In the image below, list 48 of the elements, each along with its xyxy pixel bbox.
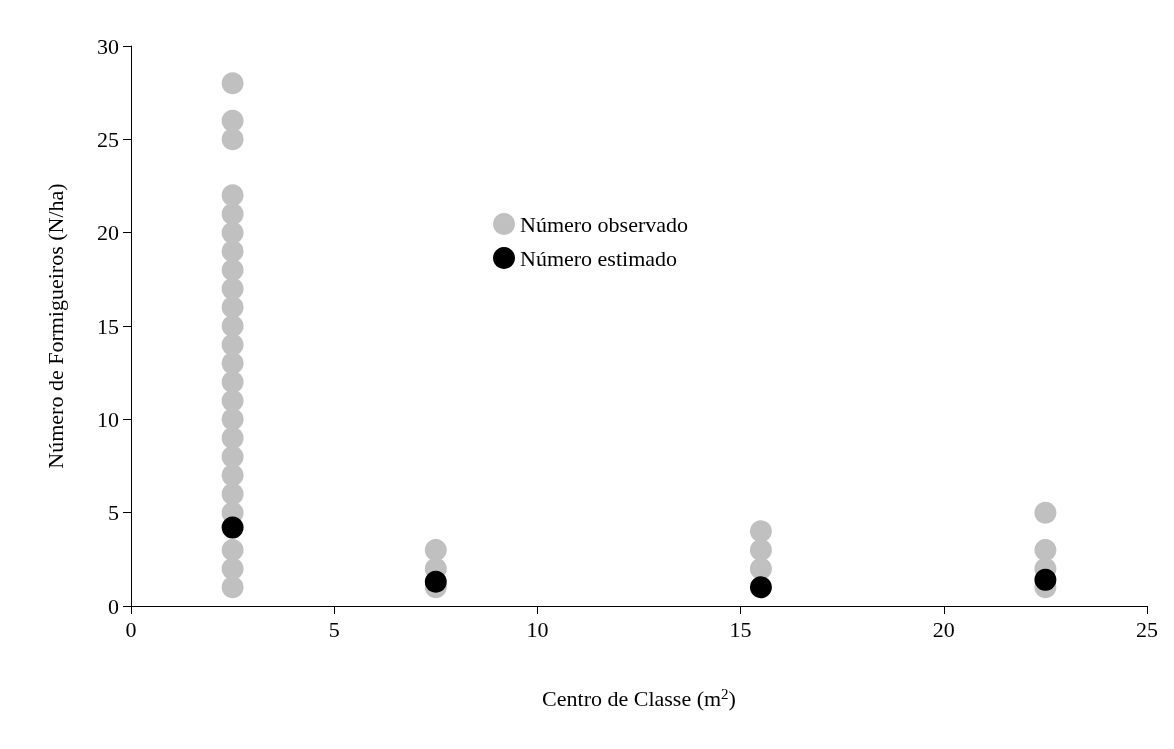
point bbox=[424, 539, 447, 561]
y-tick-label: 20 bbox=[97, 220, 119, 246]
x-tick-label: 15 bbox=[729, 616, 752, 642]
x-tick-label: 10 bbox=[526, 616, 549, 642]
y-axis-title: Número de Formigueiros (N/ha) bbox=[42, 183, 68, 469]
point bbox=[221, 389, 244, 412]
point bbox=[221, 539, 244, 561]
y-tick-label: 15 bbox=[97, 313, 119, 339]
point bbox=[749, 520, 772, 543]
y-tick-label: 0 bbox=[108, 593, 119, 619]
y-tick-label: 30 bbox=[97, 33, 119, 59]
point bbox=[424, 570, 447, 593]
point bbox=[221, 576, 244, 599]
x-tick-label: 25 bbox=[1136, 616, 1158, 642]
point bbox=[221, 371, 244, 393]
point bbox=[221, 352, 244, 375]
x-tick-label: 5 bbox=[328, 616, 340, 642]
point bbox=[221, 464, 244, 487]
point bbox=[221, 445, 244, 468]
point bbox=[221, 109, 244, 132]
point bbox=[221, 259, 244, 281]
point bbox=[221, 128, 244, 151]
point bbox=[221, 333, 244, 356]
point bbox=[221, 427, 244, 449]
point bbox=[221, 408, 244, 431]
x-tick-label: 0 bbox=[125, 616, 137, 642]
point bbox=[221, 483, 244, 505]
point bbox=[221, 296, 244, 319]
y-tick-label: 25 bbox=[97, 126, 119, 152]
point bbox=[221, 557, 244, 580]
legend-label: Número estimado bbox=[520, 245, 678, 271]
point bbox=[221, 277, 244, 300]
x-tick-label: 20 bbox=[932, 616, 955, 642]
point bbox=[221, 221, 244, 244]
y-tick-label: 5 bbox=[108, 500, 119, 526]
point bbox=[221, 240, 244, 263]
point bbox=[749, 539, 772, 561]
point bbox=[1034, 568, 1057, 591]
point bbox=[221, 184, 244, 207]
point bbox=[221, 516, 244, 539]
point bbox=[221, 72, 244, 95]
y-tick-label: 10 bbox=[97, 406, 119, 432]
legend-label: Número observado bbox=[520, 211, 689, 237]
point bbox=[221, 315, 244, 337]
point bbox=[221, 203, 244, 225]
point bbox=[749, 576, 772, 599]
point bbox=[1034, 539, 1057, 561]
point bbox=[1034, 501, 1057, 524]
